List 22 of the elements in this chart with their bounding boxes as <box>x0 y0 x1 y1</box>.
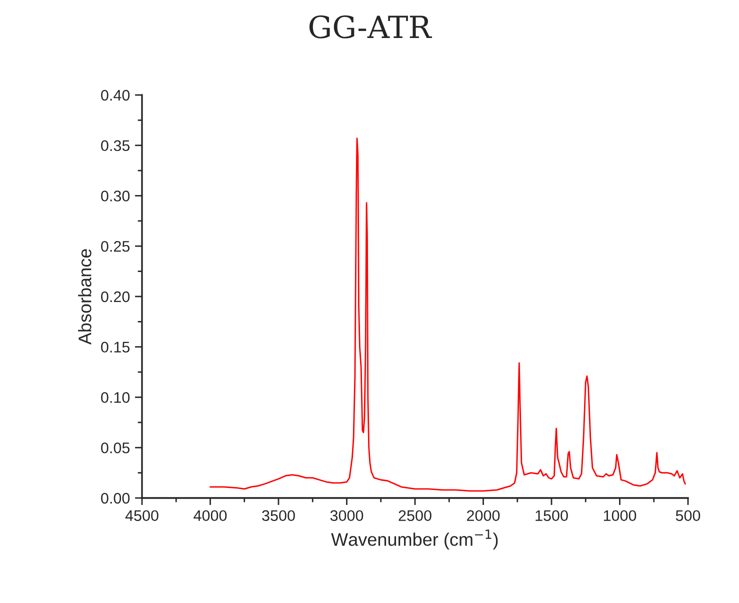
y-tick-label: 0.25 <box>101 240 130 252</box>
x-tick-label: 2500 <box>398 510 432 522</box>
x-tick-label: 3000 <box>330 510 364 522</box>
chart-title: GG-ATR <box>309 15 432 38</box>
y-tick-label: 0.00 <box>101 492 130 504</box>
y-tick-label: 0.10 <box>101 392 130 403</box>
line-series <box>210 138 686 492</box>
y-tick-label: 0.15 <box>101 342 130 353</box>
x-tick-label: 3500 <box>262 510 295 522</box>
y-tick-label: 0.20 <box>101 291 130 302</box>
x-tick-label: 1500 <box>536 510 568 522</box>
y-tick-label: 0.30 <box>101 190 130 202</box>
y-tick-label: 0.35 <box>101 140 130 152</box>
y-tick-label: 0.40 <box>101 90 130 101</box>
y-axis-title: Absorbance <box>78 249 92 345</box>
y-tick-label: 0.05 <box>101 442 130 454</box>
x-tick-label: 500 <box>676 510 700 522</box>
x-axis-title: Wavenumber (cm$^{−1}$) <box>331 530 498 550</box>
x-tick-label: 2000 <box>467 510 500 522</box>
x-tick-label: 4500 <box>125 510 158 522</box>
x-tick-label: 4000 <box>194 510 227 522</box>
x-tick-label: 1000 <box>604 510 636 522</box>
